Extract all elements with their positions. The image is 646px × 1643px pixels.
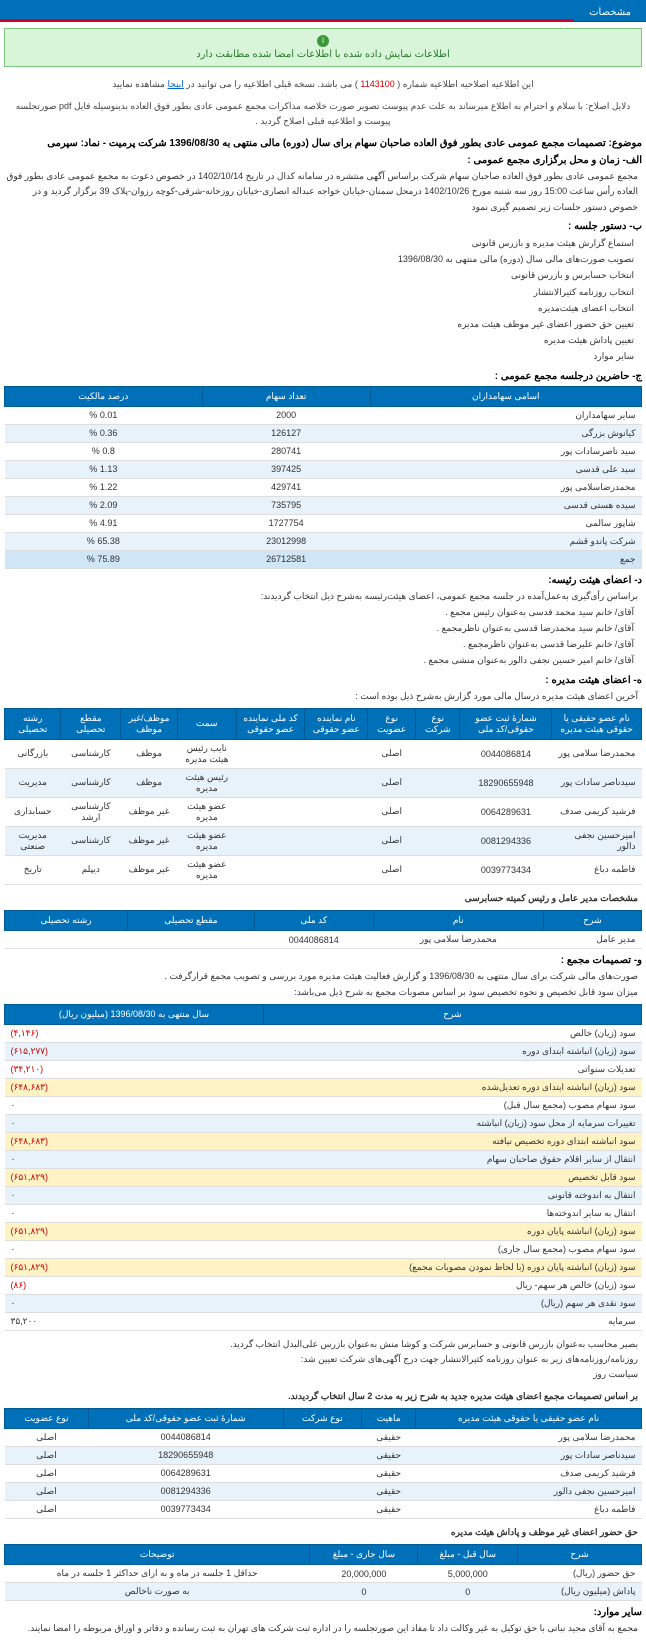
dal-note: براساس رأی‌گیری به‌عمل‌آمده در جلسه مجمع… (4, 589, 642, 604)
note-line: بصیر محاسب به‌عنوان بازرس قانونی و حسابر… (4, 1337, 642, 1352)
top-bar: مشخصات (0, 0, 646, 22)
note-line: سیاست روز (4, 1367, 642, 1382)
subject: موضوع: تصمیمات مجمع عمومی عادی بطور فوق … (4, 138, 642, 149)
agenda-item: سایر موارد (4, 348, 642, 364)
shareholders-table: اسامی سهامدارانتعداد سهامدرصد مالکیت سای… (4, 386, 642, 569)
auditor-title: مشخصات مدیر عامل و رئیس کمیته حسابرسی (4, 891, 642, 906)
check-icon: i (317, 35, 329, 47)
agenda-item: تعیین پاداش هیئت مدیره (4, 332, 642, 348)
agenda-item: انتخاب حسابرس و بازرس قانونی (4, 267, 642, 283)
vav-line2: میزان سود قابل تخصیص و نحوه تخصیص سود بر… (4, 985, 642, 1000)
fee-title: حق حضور اعضای غیر موظف و پاداش هیئت مدیر… (4, 1525, 642, 1540)
sec-dal-title: د- اعضای هیئت رئیسه: (4, 575, 642, 586)
presidium-item: آقای/ خانم سید محمدرضا قدسی به‌عنوان ناظ… (4, 620, 642, 636)
members2-title: بر اساس تصمیمات مجمع اعضای هیئت مدیره جد… (4, 1389, 642, 1404)
agenda-item: استماع گزارش هیئت مدیره و بازرس قانونی (4, 235, 642, 251)
sec-be-title: ب- دستور جلسه : (4, 221, 642, 232)
success-banner: i اطلاعات نمایش داده شده با اطلاعات امضا… (4, 28, 642, 67)
reason-text: دلایل اصلاح: با سلام و احترام به اطلاع م… (0, 95, 646, 132)
sec-alef-title: الف- زمان و محل برگزاری مجمع عمومی : (4, 155, 642, 166)
he-note: آخرین اعضای هیئت مدیره درسال مالی مورد گ… (4, 689, 642, 704)
footer-text: مجمع به آقای مجید نباتی با حق توکیل به غ… (4, 1621, 642, 1636)
presidium-item: آقای/ خانم سید محمد قدسی به‌عنوان رئیس م… (4, 604, 642, 620)
footer-title: سایر موارد: (4, 1607, 642, 1618)
agenda-item: تعیین حق حضور اعضای غیر موظف هیئت مدیره (4, 316, 642, 332)
sec-jim-title: ج- حاضرین درجلسه مجمع عمومی : (4, 371, 642, 382)
tab-specs[interactable]: مشخصات (574, 4, 646, 21)
presidium-item: آقای/ خانم امیر حسین نجفی دالور به‌عنوان… (4, 652, 642, 668)
auditor-table: شرحنامکد ملیمقطع تحصیلیرشته تحصیلی مدیر … (4, 910, 642, 949)
members2-table: نام عضو حقیقی یا حقوقی هیئت مدیرهماهیتنو… (4, 1408, 642, 1519)
agenda-item: انتخاب روزنامه کثیرالانتشار (4, 284, 642, 300)
banner-msg: اطلاعات نمایش داده شده با اطلاعات امضا ش… (11, 49, 635, 60)
intro-block: این اطلاعیه اصلاحیه اطلاعیه شماره ( 1143… (0, 73, 646, 95)
agenda-item: انتخاب اعضای هیئت‌مدیره (4, 300, 642, 316)
prev-link[interactable]: اینجا (168, 79, 184, 89)
profit-table: شرحسال منتهی به 1396/08/30 (میلیون ریال)… (4, 1004, 642, 1331)
vav-line1: صورت‌های مالی شرکت برای سال منتهی به 139… (4, 969, 642, 984)
board-table: نام عضو حقیقی یا حقوقی هیئت مدیرهشمارۀ ث… (4, 708, 642, 885)
sec-he-title: ه- اعضای هیئت مدیره : (4, 675, 642, 686)
fee-table: شرحسال قبل - مبلغسال جاری - مبلغتوضیحات … (4, 1544, 642, 1601)
note-line: روزنامه/روزنامه‌های زیر به عنوان روزنامه… (4, 1352, 642, 1367)
agenda-item: تصویب صورت‌های مالی سال (دوره) مالی منته… (4, 251, 642, 267)
presidium-item: آقای/ خانم علیرضا قدسی به‌عنوان ناظرمجمع… (4, 636, 642, 652)
sec-vav-title: و- تصمیمات مجمع : (4, 955, 642, 966)
sec-alef-body: مجمع عمومی عادی بطور فوق العاده صاحبان س… (4, 169, 642, 215)
